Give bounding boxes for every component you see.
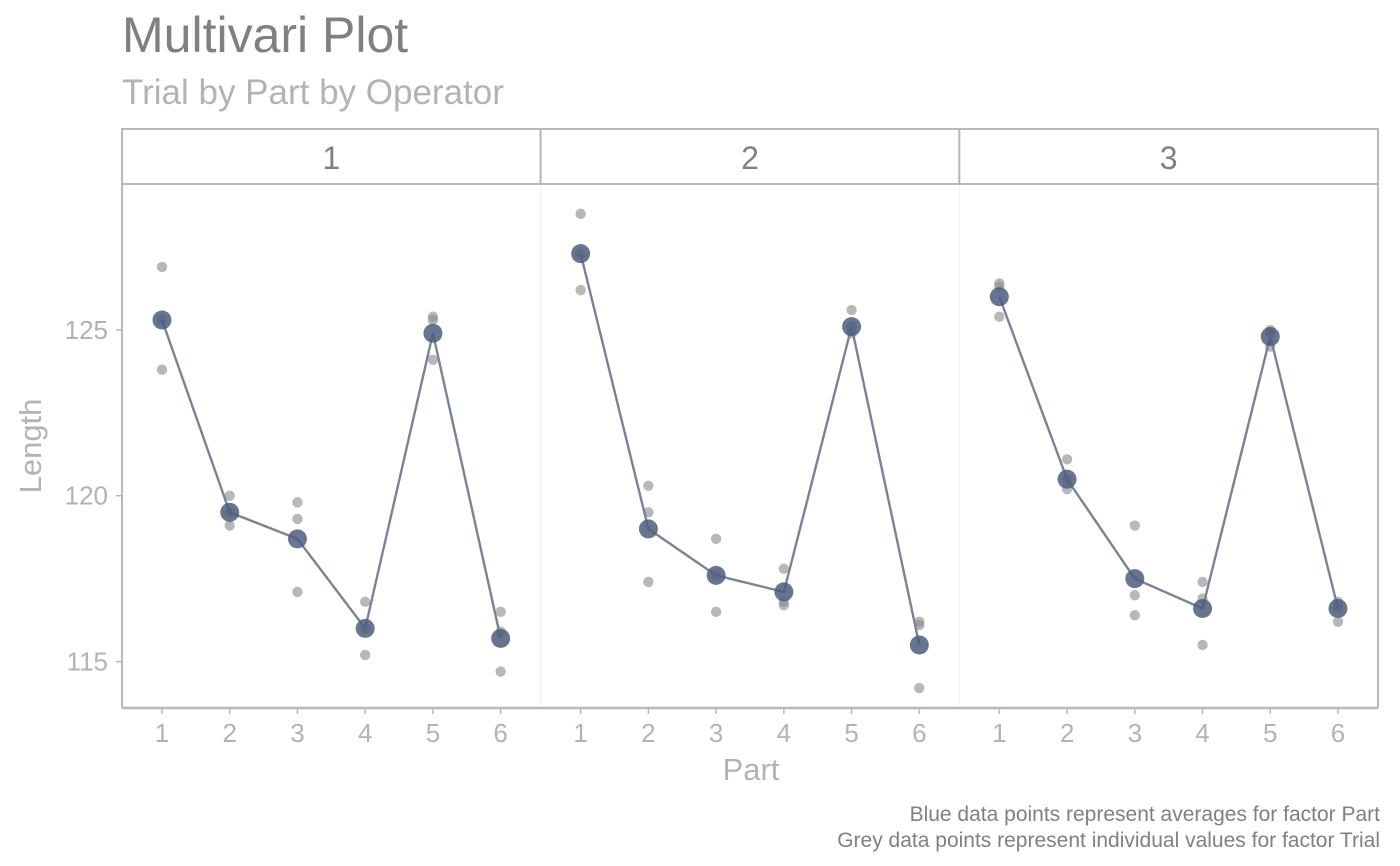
part-mean-point bbox=[706, 565, 726, 585]
trial-point bbox=[156, 261, 168, 273]
part-mean-point bbox=[1260, 327, 1280, 347]
facet-strip bbox=[121, 128, 542, 185]
trial-point bbox=[575, 284, 586, 296]
facet-strip-label: 1 bbox=[322, 140, 340, 176]
part-mean-point bbox=[774, 582, 794, 602]
x-tick-label: 4 bbox=[777, 718, 791, 748]
part-mean-point bbox=[909, 635, 929, 655]
trial-point bbox=[1197, 639, 1208, 651]
trial-point bbox=[994, 311, 1005, 322]
x-tick-label: 1 bbox=[573, 718, 587, 748]
part-mean-point bbox=[491, 628, 511, 648]
part-mean-line bbox=[160, 319, 502, 639]
facet-strip-label: 2 bbox=[741, 140, 759, 176]
chart-title: Multivari Plot bbox=[122, 7, 408, 63]
x-tick-label: 4 bbox=[358, 718, 372, 748]
trial-point bbox=[643, 480, 654, 491]
trial-point bbox=[1061, 454, 1073, 465]
caption-line-1: Blue data points represent averages for … bbox=[910, 803, 1381, 826]
part-mean-line bbox=[998, 296, 1340, 611]
trial-point bbox=[710, 606, 722, 618]
trial-point bbox=[224, 520, 235, 531]
chart-subtitle: Trial by Part by Operator bbox=[122, 73, 504, 112]
x-tick-label: 4 bbox=[1195, 718, 1209, 748]
part-mean-point bbox=[571, 244, 591, 264]
trial-point bbox=[427, 314, 439, 326]
trial-point bbox=[427, 354, 439, 365]
x-tick-label: 6 bbox=[1331, 718, 1345, 748]
trial-point bbox=[1332, 616, 1344, 627]
trial-point bbox=[360, 596, 371, 608]
trial-point bbox=[1129, 590, 1141, 601]
part-mean-point bbox=[1057, 469, 1077, 489]
part-mean-point bbox=[638, 519, 658, 539]
trial-point bbox=[1129, 609, 1141, 621]
plot-area: 115 120 125 1 1 2 3 4 5 6 2 1 2 3 4 5 6 3 1 2 3 4 5 6 bbox=[65, 128, 1379, 748]
part-mean-line bbox=[579, 253, 921, 646]
part-mean-point bbox=[287, 529, 307, 549]
x-axis-title: Part bbox=[723, 752, 780, 787]
trial-point bbox=[846, 304, 857, 316]
trial-point bbox=[495, 666, 506, 677]
part-mean-point bbox=[1193, 599, 1213, 619]
trial-point bbox=[778, 563, 790, 574]
trial-point bbox=[643, 576, 654, 588]
trial-point bbox=[575, 208, 586, 220]
y-tick-label: 115 bbox=[67, 647, 108, 677]
part-mean-point bbox=[989, 287, 1009, 307]
facet-strip bbox=[958, 128, 1379, 185]
x-tick-label: 6 bbox=[912, 718, 926, 748]
trial-point bbox=[710, 533, 722, 545]
x-tick-label: 2 bbox=[1060, 718, 1074, 748]
caption-line-2: Grey data points represent individual va… bbox=[837, 829, 1380, 852]
part-mean-point bbox=[355, 618, 375, 638]
trial-point bbox=[1129, 520, 1141, 531]
x-tick-label: 3 bbox=[1128, 718, 1142, 748]
part-mean-point bbox=[1125, 569, 1145, 589]
part-mean-point bbox=[220, 502, 240, 522]
part-mean-point bbox=[842, 317, 862, 337]
x-tick-label: 3 bbox=[290, 718, 304, 748]
x-tick-label: 6 bbox=[493, 718, 507, 748]
x-tick-label: 2 bbox=[222, 718, 236, 748]
part-mean-point bbox=[1328, 599, 1348, 619]
facet-strip bbox=[539, 128, 961, 185]
trial-point bbox=[914, 682, 925, 694]
y-tick-label: 120 bbox=[65, 481, 108, 511]
trial-point bbox=[495, 606, 506, 618]
trial-point bbox=[292, 513, 303, 525]
x-tick-label: 1 bbox=[155, 718, 169, 748]
x-tick-label: 3 bbox=[709, 718, 723, 748]
trial-point bbox=[292, 497, 303, 508]
x-tick-label: 2 bbox=[641, 718, 655, 748]
trial-point bbox=[292, 586, 303, 598]
part-mean-point bbox=[423, 323, 443, 343]
y-tick-label: 125 bbox=[65, 315, 108, 345]
x-tick-label: 5 bbox=[1263, 718, 1277, 748]
trial-point bbox=[1197, 576, 1208, 588]
x-tick-label: 5 bbox=[844, 718, 858, 748]
trial-point bbox=[156, 364, 168, 375]
part-mean-point bbox=[152, 310, 172, 330]
facet-strip-label: 3 bbox=[1160, 140, 1178, 176]
trial-point bbox=[360, 649, 371, 661]
trial-point bbox=[224, 490, 235, 501]
x-tick-label: 1 bbox=[992, 718, 1006, 748]
x-tick-label: 5 bbox=[426, 718, 440, 748]
trial-point bbox=[778, 599, 790, 611]
y-axis-title: Length bbox=[13, 399, 48, 494]
